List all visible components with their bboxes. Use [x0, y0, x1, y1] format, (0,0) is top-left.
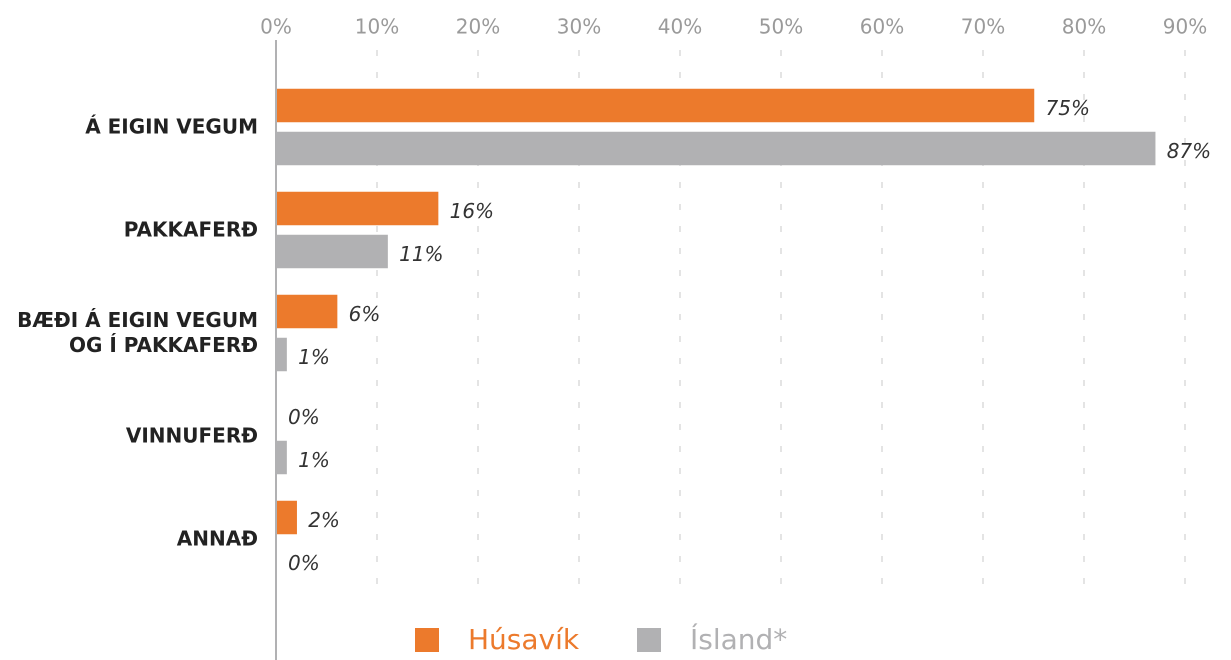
category-label: VINNUFERÐ: [125, 423, 258, 448]
x-tick-label: 50%: [759, 15, 803, 39]
data-label: 2%: [308, 508, 340, 532]
bar: [275, 294, 338, 329]
x-tick-label: 40%: [658, 15, 702, 39]
category-label: ANNAÐ: [176, 526, 258, 551]
bar: [275, 234, 388, 269]
bar: [275, 131, 1156, 166]
data-label: 0%: [288, 405, 320, 429]
data-label: 0%: [288, 551, 320, 575]
x-tick-label: 20%: [456, 15, 500, 39]
category-label: BÆÐI Á EIGIN VEGUM OG Í PAKKAFERÐ: [17, 308, 258, 357]
bar: [275, 88, 1035, 123]
bar: [275, 337, 287, 372]
x-tick-label: 90%: [1163, 15, 1207, 39]
data-label: 87%: [1167, 139, 1211, 163]
category-label: PAKKAFERÐ: [123, 217, 258, 242]
data-label: 11%: [399, 242, 443, 266]
bar: [275, 191, 439, 226]
legend-label: Húsavík: [468, 623, 580, 656]
data-label: 16%: [450, 199, 494, 223]
x-tick-label: 10%: [355, 15, 399, 39]
category-label: Á EIGIN VEGUM: [85, 114, 258, 139]
x-tick-label: 0%: [260, 15, 292, 39]
bar: [275, 440, 287, 475]
x-tick-label: 70%: [961, 15, 1005, 39]
x-tick-label: 80%: [1062, 15, 1106, 39]
x-tick-label: 60%: [860, 15, 904, 39]
data-label: 6%: [349, 302, 381, 326]
legend-swatch: [415, 628, 439, 652]
legend-swatch: [637, 628, 661, 652]
bar: [275, 500, 297, 535]
x-tick-label: 30%: [557, 15, 601, 39]
data-label: 75%: [1046, 96, 1090, 120]
data-label: 1%: [298, 448, 330, 472]
data-label: 1%: [298, 345, 330, 369]
legend-label: Ísland*: [690, 622, 787, 656]
